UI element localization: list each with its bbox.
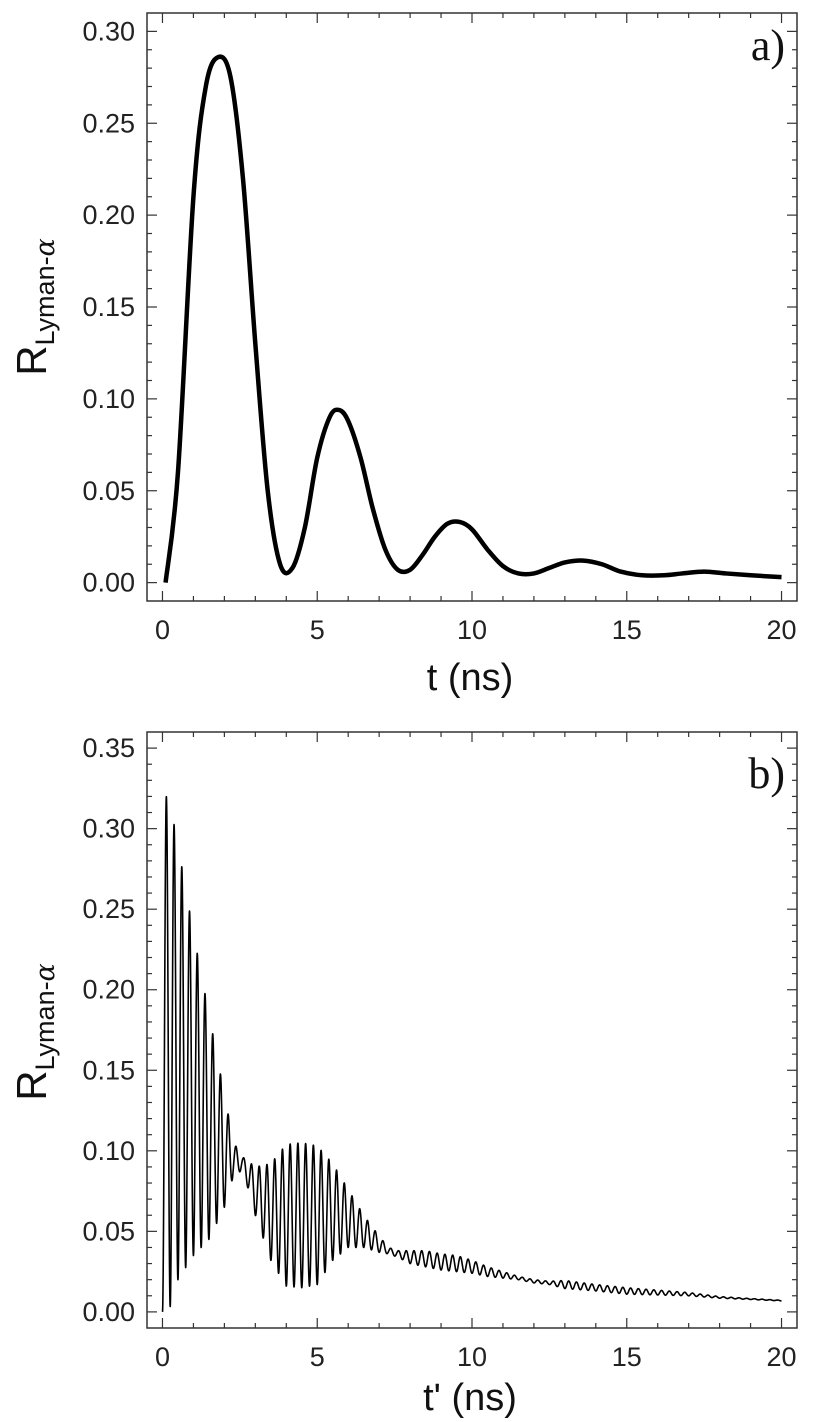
y-tick-label-b: 0.25 (82, 894, 135, 924)
chart-panel-a: 0 5 10 15 20 0.00 0.05 0.10 0.15 0.20 0.25 0.30 a)… (0, 0, 836, 710)
chart-b-svg: 0 5 10 15 20 0.00 0.05 0.10 0.15 0.20 0.25 0.30 0.3… (8, 731, 798, 1419)
x-tick-label-b: 15 (612, 1342, 642, 1372)
x-tick-label-a: 20 (767, 615, 797, 645)
y-axis-label-alpha-a: α (30, 238, 61, 256)
x-tick-labels-a: 0 5 10 15 20 (155, 615, 797, 645)
y-tick-label-a: 0.00 (82, 568, 135, 598)
y-axis-label-a: RLyman-α (8, 238, 61, 376)
y-tick-labels-b: 0.00 0.05 0.10 0.15 0.20 0.25 0.30 0.35 (82, 733, 135, 1327)
y-axis-label-main-b: R (8, 1070, 55, 1100)
axis-ticks-b (147, 732, 797, 1328)
series-line-b (161, 795, 783, 1312)
x-tick-label-b: 0 (155, 1342, 170, 1372)
y-tick-label-b: 0.20 (82, 975, 135, 1005)
y-tick-label-a: 0.05 (82, 476, 135, 506)
panel-label-a: a) (751, 21, 785, 70)
y-tick-label-b: 0.35 (82, 733, 135, 763)
x-axis-label-b: t' (ns) (423, 1377, 517, 1419)
x-tick-label-b: 10 (457, 1342, 487, 1372)
y-tick-label-b: 0.05 (82, 1216, 135, 1246)
y-tick-label-b: 0.15 (82, 1055, 135, 1085)
y-axis-label-sub-a: Lyman- (30, 256, 60, 345)
chart-a-svg: 0 5 10 15 20 0.00 0.05 0.10 0.15 0.20 0.25 0.30 a)… (8, 12, 798, 699)
y-tick-labels-a: 0.00 0.05 0.10 0.15 0.20 0.25 0.30 (82, 16, 135, 597)
y-tick-label-a: 0.30 (82, 16, 135, 46)
panel-label-b: b) (748, 749, 785, 798)
y-axis-label-b: RLyman-α (8, 963, 61, 1101)
y-axis-label-main-a: R (8, 345, 55, 375)
y-tick-label-b: 0.30 (82, 814, 135, 844)
x-tick-label-a: 15 (612, 615, 642, 645)
chart-panel-b: 0 5 10 15 20 0.00 0.05 0.10 0.15 0.20 0.25 0.30 0.3… (0, 710, 836, 1422)
plot-frame-a (146, 12, 798, 602)
x-tick-label-a: 10 (457, 615, 487, 645)
y-tick-label-b: 0.10 (82, 1136, 135, 1166)
axis-ticks-a (147, 13, 797, 601)
x-tick-label-b: 5 (310, 1342, 325, 1372)
y-tick-label-b: 0.00 (82, 1297, 135, 1327)
plot-frame-b (146, 731, 798, 1329)
y-tick-label-a: 0.10 (82, 384, 135, 414)
x-axis-label-a: t (ns) (427, 657, 514, 699)
x-tick-label-a: 0 (155, 615, 170, 645)
x-tick-label-a: 5 (310, 615, 325, 645)
series-line-a (163, 54, 782, 583)
y-axis-label-alpha-b: α (30, 963, 61, 981)
y-tick-label-a: 0.15 (82, 292, 135, 322)
y-tick-label-a: 0.20 (82, 200, 135, 230)
x-tick-label-b: 20 (767, 1342, 797, 1372)
y-tick-label-a: 0.25 (82, 108, 135, 138)
y-axis-label-sub-b: Lyman- (30, 981, 60, 1070)
x-tick-labels-b: 0 5 10 15 20 (155, 1342, 797, 1372)
